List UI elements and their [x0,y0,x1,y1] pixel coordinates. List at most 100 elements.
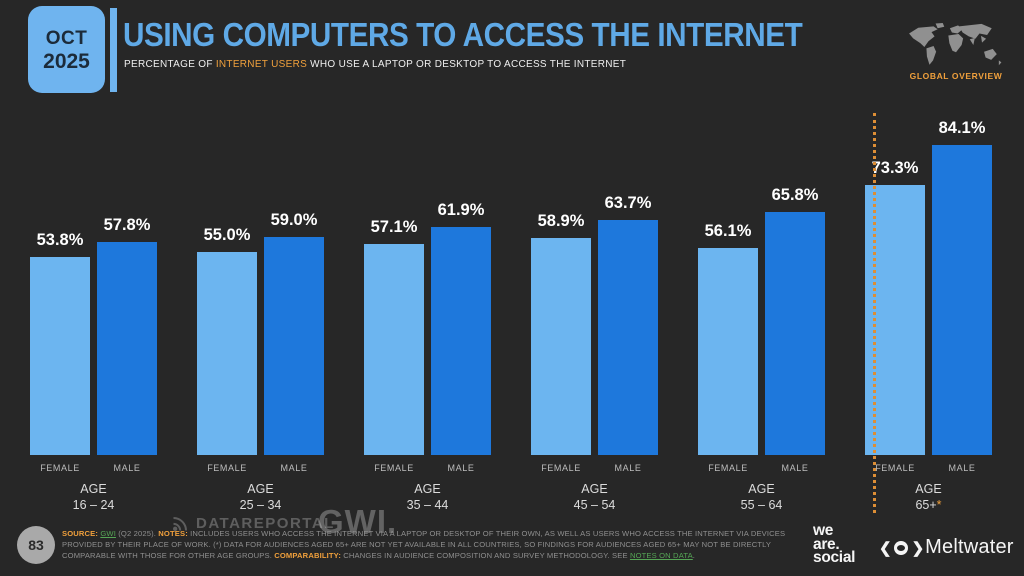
subtitle-suffix: WHO USE A LAPTOP OR DESKTOP TO ACCESS TH… [307,59,627,70]
series-legend-row: FEMALE MALE [531,463,658,473]
footer-text-segment: COMPARABILITY: [274,550,344,560]
footer-text-segment: (Q2 2025). [115,529,159,538]
female-legend-label: FEMALE [40,463,80,473]
bar-male: 65.8% [765,115,825,455]
bar-pair: 55.0% 59.0% [197,115,324,455]
footer-text-segment: SOURCE: [62,529,101,538]
subtitle-highlight: INTERNET USERS [215,59,308,70]
world-map-icon [909,22,1002,66]
footer-notes: SOURCE: GWI (Q2 2025). NOTES: INCLUDES U… [62,529,800,561]
datareportal-watermark: DATAREPORTAL [171,513,335,533]
bar-pair: 53.8% 57.8% [30,115,157,455]
series-legend-row: FEMALE MALE [865,463,992,473]
female-bar [698,248,758,455]
age-caption-prefix: AGE [414,482,441,496]
age-caption-prefix: AGE [915,482,942,496]
male-legend-label: MALE [280,463,308,473]
meltwater-left-bracket-icon: ❮ [879,539,892,557]
series-legend-row: FEMALE MALE [197,463,324,473]
bar-groups: 53.8% 57.8% FEMALE MALE AGE 16 – 24 55.0… [30,115,992,513]
age-caption-range: 45 – 54 [573,498,616,512]
age-caption-range: 65+* [915,498,942,512]
age-group: 58.9% 63.7% FEMALE MALE AGE 45 – 54 [531,115,658,513]
male-legend-label: MALE [113,463,141,473]
age-caption-prefix: AGE [247,482,274,496]
datareportal-watermark-text: DATAREPORTAL [196,514,335,532]
age-group: 55.0% 59.0% FEMALE MALE AGE 25 – 34 [197,115,324,513]
date-badge-year: 2025 [43,49,90,73]
male-value-label: 61.9% [437,200,485,219]
footer-text-segment: CHANGES IN AUDIENCE COMPOSITION AND SURV… [343,550,630,560]
female-legend-label: FEMALE [875,463,915,473]
female-legend-label: FEMALE [541,463,581,473]
series-legend-row: FEMALE MALE [364,463,491,473]
was-logo-line3: social [813,549,856,566]
male-bar [598,219,658,455]
male-value-label: 59.0% [270,211,318,230]
series-legend-row: FEMALE MALE [30,463,157,473]
bar-pair: 57.1% 61.9% [364,115,491,455]
footer-text-segment: . [692,550,696,560]
datareportal-signal-icon [173,517,187,531]
female-value-label: 58.9% [537,211,585,230]
footer-link[interactable]: GWI [100,529,116,538]
age-caption-range: 16 – 24 [72,498,115,512]
female-bar [531,237,591,455]
footer-text-segment: INCLUDES USERS WHO ACCESS THE INTERNET V… [62,529,786,560]
series-legend-row: FEMALE MALE [698,463,825,473]
female-value-label: 57.1% [370,218,418,237]
bar-female: 53.8% [30,115,90,455]
age-caption-prefix: AGE [80,482,107,496]
male-bar [97,241,157,455]
page-subtitle: PERCENTAGE OF INTERNET USERS WHO USE A L… [124,59,626,70]
bar-female: 57.1% [364,115,424,455]
age-caption-range: 25 – 34 [239,498,282,512]
bar-pair: 73.3% 84.1% [865,115,992,455]
date-badge-month: OCT [45,27,88,49]
title-accent-bar [110,8,117,92]
age-axis-label: AGE 16 – 24 [30,481,157,513]
age-65-separator-line [873,113,876,513]
female-value-label: 56.1% [704,222,752,240]
male-legend-label: MALE [948,463,976,473]
age-caption-range: 55 – 64 [740,498,783,512]
age-group: 73.3% 84.1% FEMALE MALE AGE 65+* [865,115,992,513]
age-group: 57.1% 61.9% FEMALE MALE AGE 35 – 44 [364,115,491,513]
male-value-label: 57.8% [103,215,151,234]
female-value-label: 53.8% [36,230,84,249]
footer-text-segment: NOTES: [158,529,191,538]
age-axis-label: AGE 65+* [865,481,992,513]
female-bar [30,256,90,455]
meltwater-eye-icon [893,540,908,555]
male-legend-label: MALE [614,463,642,473]
was-logo-line1: we [813,522,834,539]
bar-female: 56.1% [698,115,758,455]
male-value-label: 63.7% [604,193,652,212]
bar-female: 58.9% [531,115,591,455]
age-caption-prefix: AGE [748,482,775,496]
age-axis-label: AGE 35 – 44 [364,481,491,513]
footer-link[interactable]: NOTES ON DATA [629,550,693,560]
male-legend-label: MALE [781,463,809,473]
male-value-label: 84.1% [938,118,986,137]
bar-female: 55.0% [197,115,257,455]
bar-male: 61.9% [431,115,491,455]
region-label: GLOBAL OVERVIEW [909,71,1003,81]
bar-male: 57.8% [97,115,157,455]
bar-male: 63.7% [598,115,658,455]
meltwater-logo: ❮ ❯ Meltwater [879,536,1014,559]
meltwater-right-bracket-icon: ❯ [911,539,925,557]
male-bar [264,237,324,455]
footnote-asterisk: * [936,498,942,512]
was-logo-line2: are. [813,535,840,553]
age-axis-label: AGE 55 – 64 [698,481,825,513]
age-group: 53.8% 57.8% FEMALE MALE AGE 16 – 24 [30,115,157,513]
page-title: USING COMPUTERS TO ACCESS THE INTERNET [123,16,803,53]
male-legend-label: MALE [447,463,475,473]
age-axis-label: AGE 25 – 34 [197,481,324,513]
page-number-badge: 83 [17,526,55,564]
bar-pair: 56.1% 65.8% [698,115,825,455]
bar-pair: 58.9% 63.7% [531,115,658,455]
female-legend-label: FEMALE [374,463,414,473]
female-legend-label: FEMALE [207,463,247,473]
